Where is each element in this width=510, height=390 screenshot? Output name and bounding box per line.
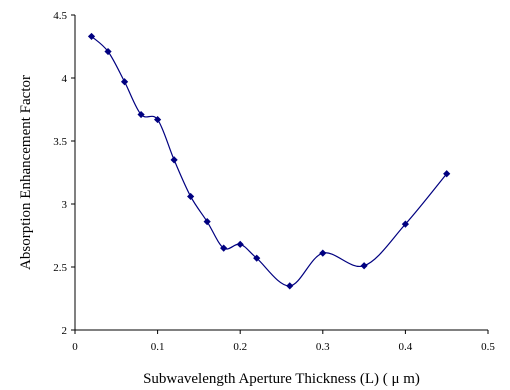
x-tick-label: 0.4 bbox=[399, 341, 413, 353]
x-tick-label: 0.5 bbox=[481, 341, 495, 353]
x-tick-label: 0 bbox=[72, 341, 78, 353]
data-point bbox=[360, 262, 368, 270]
data-point bbox=[443, 170, 451, 178]
data-point bbox=[104, 47, 112, 56]
x-tick-label: 0.1 bbox=[151, 341, 165, 353]
x-tick-label: 0.3 bbox=[316, 341, 330, 353]
y-tick-label: 2 bbox=[62, 325, 68, 337]
ticks: 0 0.1 0.2 0.3 0.4 0.5 2 2.5 3 3.5 4 4.5 bbox=[53, 10, 495, 353]
data-point bbox=[319, 249, 327, 257]
data-point bbox=[286, 282, 294, 290]
y-axis-label: Absorption Enhancement Factor bbox=[18, 75, 34, 270]
y-tick-label: 3 bbox=[62, 199, 68, 211]
data-point bbox=[253, 254, 261, 262]
data-point bbox=[137, 110, 145, 119]
y-tick-label: 4 bbox=[62, 73, 68, 85]
y-tick-label: 3.5 bbox=[53, 136, 67, 148]
data-point bbox=[401, 220, 409, 228]
data-point bbox=[170, 156, 178, 164]
data-point bbox=[187, 192, 195, 201]
x-tick-label: 0.2 bbox=[233, 341, 247, 353]
y-tick-label: 4.5 bbox=[53, 10, 67, 22]
series-line bbox=[91, 35, 448, 287]
data-point bbox=[87, 32, 96, 41]
data-point bbox=[220, 244, 228, 252]
data-point bbox=[236, 240, 244, 248]
series-markers bbox=[87, 32, 451, 290]
axes bbox=[74, 15, 488, 331]
x-axis-label: Subwavelength Aperture Thickness (L) ( μ… bbox=[143, 371, 420, 387]
y-tick-label: 2.5 bbox=[53, 262, 67, 274]
data-point bbox=[120, 78, 129, 86]
data-point bbox=[154, 115, 162, 124]
data-point bbox=[203, 218, 211, 226]
